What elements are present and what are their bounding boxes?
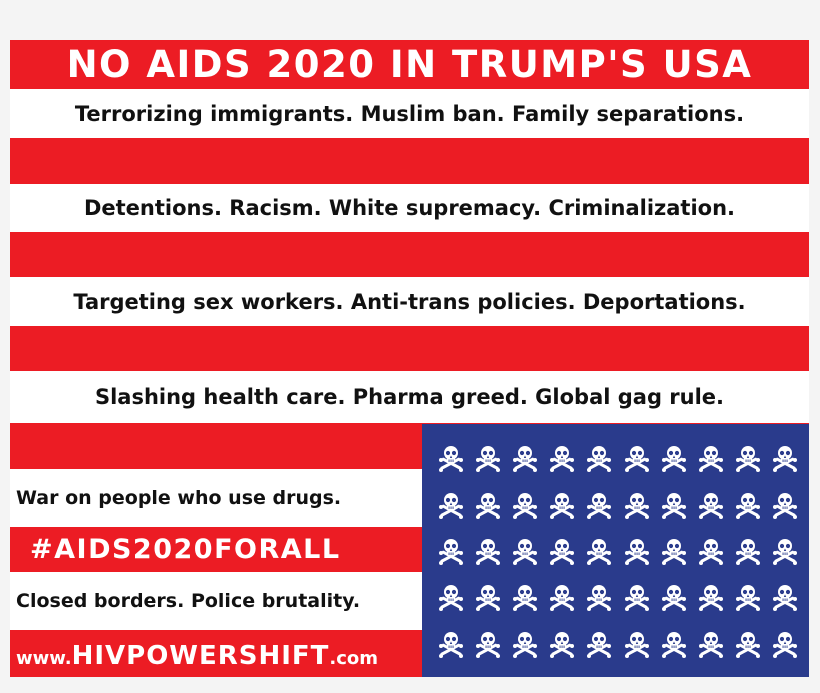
skull-grid xyxy=(432,436,804,668)
skull-crossbones-icon xyxy=(618,529,655,575)
skull-crossbones-icon xyxy=(469,622,506,668)
skull-crossbones-icon xyxy=(655,529,692,575)
text-line-5: War on people who use drugs. xyxy=(16,487,342,509)
skull-crossbones-icon xyxy=(581,575,618,621)
skull-crossbones-icon xyxy=(544,575,581,621)
text-line-6: Closed borders. Police brutality. xyxy=(16,590,361,612)
skull-crossbones-icon xyxy=(544,622,581,668)
white-stripe-1 xyxy=(10,89,809,138)
skull-crossbones-icon xyxy=(618,622,655,668)
poster-title: NO AIDS 2020 IN TRUMP'S USA xyxy=(66,43,753,86)
skull-crossbones-icon xyxy=(506,436,543,482)
skull-crossbones-icon xyxy=(506,622,543,668)
skull-crossbones-icon xyxy=(544,482,581,528)
skull-crossbones-icon xyxy=(506,575,543,621)
skull-crossbones-icon xyxy=(767,622,804,668)
skull-crossbones-icon xyxy=(432,575,469,621)
skull-crossbones-icon xyxy=(581,529,618,575)
skull-crossbones-icon xyxy=(581,436,618,482)
red-stripe-4 xyxy=(10,326,809,371)
skull-crossbones-icon xyxy=(767,575,804,621)
skull-crossbones-icon xyxy=(618,482,655,528)
skull-crossbones-icon xyxy=(469,436,506,482)
skull-crossbones-icon xyxy=(544,436,581,482)
white-stripe-3 xyxy=(10,277,809,326)
skull-crossbones-icon xyxy=(655,575,692,621)
skull-crossbones-icon xyxy=(581,482,618,528)
skull-crossbones-icon xyxy=(692,482,729,528)
skull-crossbones-icon xyxy=(618,575,655,621)
skull-crossbones-icon xyxy=(730,482,767,528)
skull-crossbones-icon xyxy=(692,622,729,668)
white-stripe-4 xyxy=(10,371,809,423)
skull-canton xyxy=(422,424,809,677)
skull-crossbones-icon xyxy=(469,575,506,621)
white-stripe-2 xyxy=(10,184,809,232)
website-url: www. HIVPOWERSHIFT .com xyxy=(16,633,378,677)
skull-crossbones-icon xyxy=(655,482,692,528)
skull-crossbones-icon xyxy=(692,436,729,482)
flag-poster: NO AIDS 2020 IN TRUMP'S USA Terrorizing … xyxy=(10,40,809,677)
skull-crossbones-icon xyxy=(469,529,506,575)
website-suffix: .com xyxy=(329,648,379,669)
website-main: HIVPOWERSHIFT xyxy=(71,641,330,671)
skull-crossbones-icon xyxy=(655,436,692,482)
skull-crossbones-icon xyxy=(506,482,543,528)
skull-crossbones-icon xyxy=(730,436,767,482)
skull-crossbones-icon xyxy=(506,529,543,575)
website-prefix: www. xyxy=(16,648,72,669)
text-line-3: Targeting sex workers. Anti-trans polici… xyxy=(73,289,746,314)
skull-crossbones-icon xyxy=(692,575,729,621)
skull-crossbones-icon xyxy=(432,482,469,528)
skull-crossbones-icon xyxy=(730,622,767,668)
skull-crossbones-icon xyxy=(730,575,767,621)
text-line-2: Detentions. Racism. White supremacy. Cri… xyxy=(83,196,736,220)
skull-crossbones-icon xyxy=(655,622,692,668)
skull-crossbones-icon xyxy=(469,482,506,528)
text-line-4: Slashing health care. Pharma greed. Glob… xyxy=(94,385,725,409)
skull-crossbones-icon xyxy=(767,482,804,528)
text-line-1: Terrorizing immigrants. Muslim ban. Fami… xyxy=(74,101,745,126)
skull-crossbones-icon xyxy=(767,436,804,482)
red-stripe-1 xyxy=(10,40,809,89)
skull-crossbones-icon xyxy=(432,529,469,575)
red-stripe-2 xyxy=(10,138,809,184)
skull-crossbones-icon xyxy=(432,622,469,668)
skull-crossbones-icon xyxy=(432,436,469,482)
hashtag: #AIDS2020FORALL xyxy=(30,533,341,565)
skull-crossbones-icon xyxy=(692,529,729,575)
skull-crossbones-icon xyxy=(767,529,804,575)
skull-crossbones-icon xyxy=(730,529,767,575)
skull-crossbones-icon xyxy=(618,436,655,482)
red-stripe-3 xyxy=(10,232,809,277)
skull-crossbones-icon xyxy=(544,529,581,575)
skull-crossbones-icon xyxy=(581,622,618,668)
